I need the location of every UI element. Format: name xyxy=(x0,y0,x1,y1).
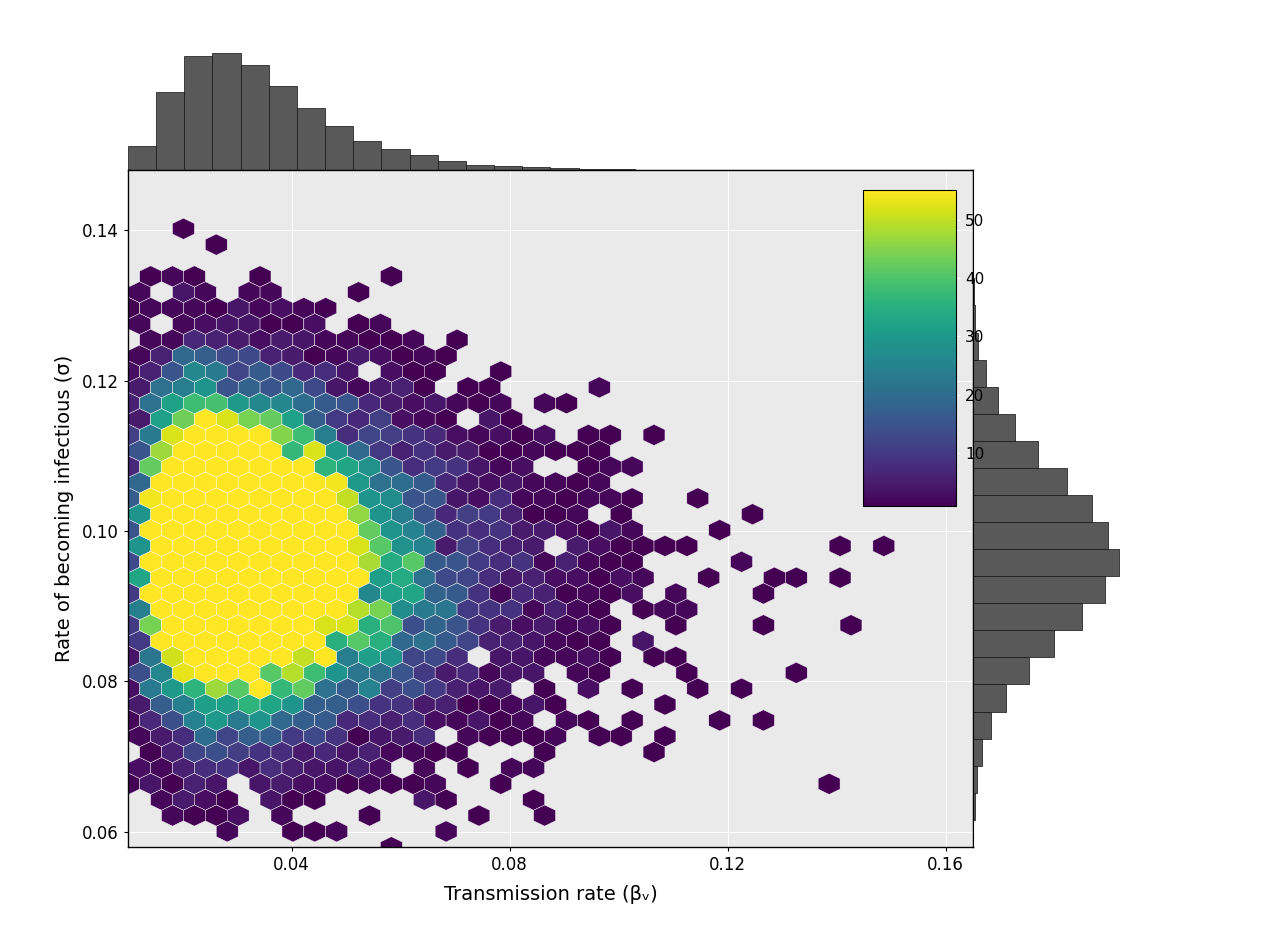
Bar xyxy=(494,166,522,170)
Bar xyxy=(550,168,579,170)
Bar xyxy=(353,141,381,170)
Bar xyxy=(973,495,1092,522)
Bar xyxy=(269,86,297,170)
Bar xyxy=(973,684,1006,711)
Bar xyxy=(466,165,494,170)
Bar xyxy=(579,168,607,170)
Bar xyxy=(297,108,325,170)
Bar xyxy=(325,126,353,170)
Bar xyxy=(156,92,184,170)
Bar xyxy=(973,332,978,359)
Bar xyxy=(973,576,1105,603)
Bar xyxy=(184,56,212,170)
Bar xyxy=(381,150,410,170)
Bar xyxy=(973,630,1053,658)
Bar xyxy=(973,658,1029,684)
Bar xyxy=(973,414,1015,440)
Text: Count: Count xyxy=(854,211,906,229)
Bar xyxy=(128,146,156,170)
Bar xyxy=(522,167,550,170)
Bar xyxy=(241,65,269,170)
Y-axis label: Rate of becoming infectious (σ): Rate of becoming infectious (σ) xyxy=(55,355,74,662)
Bar xyxy=(973,550,1119,576)
Bar xyxy=(973,440,1038,468)
Bar xyxy=(973,387,997,414)
Bar xyxy=(973,522,1108,550)
Bar xyxy=(607,169,635,170)
Bar xyxy=(973,739,982,766)
Bar xyxy=(438,161,466,170)
Bar xyxy=(973,468,1066,495)
Bar xyxy=(973,359,986,387)
Bar xyxy=(973,306,975,332)
Bar xyxy=(973,711,991,739)
Bar xyxy=(973,603,1082,630)
Bar xyxy=(973,792,974,820)
Bar xyxy=(212,53,241,170)
Bar xyxy=(973,766,978,792)
X-axis label: Transmission rate (βᵥ): Transmission rate (βᵥ) xyxy=(444,885,657,904)
Bar xyxy=(410,155,438,170)
